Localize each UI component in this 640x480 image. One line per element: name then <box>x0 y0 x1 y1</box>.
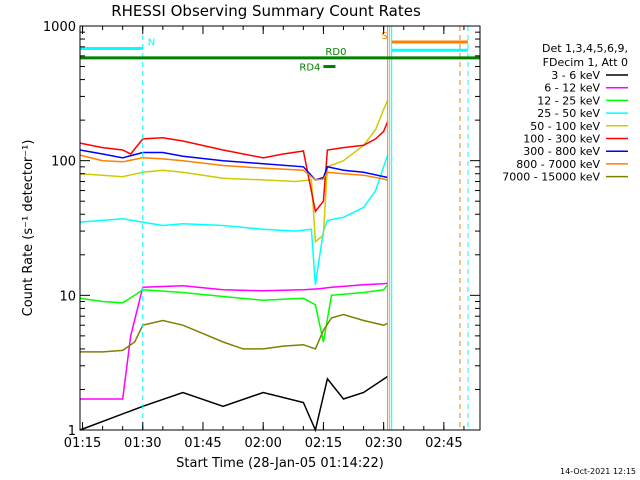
series-line-7 <box>79 149 388 181</box>
legend-label-7: 300 - 800 keV <box>523 145 600 158</box>
series-line-6 <box>79 121 389 214</box>
flag-label-1: N <box>148 38 155 49</box>
footer-date: 14-Oct-2021 12:15 <box>560 467 636 476</box>
legend-label-8: 800 - 7000 keV <box>516 158 600 171</box>
chart-title: RHESSI Observing Summary Count Rates <box>111 2 421 20</box>
y-tick-label-2: 10 <box>59 289 76 304</box>
series-line-4 <box>79 154 389 285</box>
series-line-3 <box>79 284 389 343</box>
x-axis-label: Start Time (28-Jan-05 01:14:22) <box>176 456 384 471</box>
legend-label-4: 25 - 50 keV <box>537 107 600 120</box>
legend-label-5: 50 - 100 keV <box>530 120 600 133</box>
x-tick-label-5: 02:15 <box>305 436 342 451</box>
x-tick-label-3: 01:45 <box>184 436 221 451</box>
legend-label-9: 7000 - 15000 keV <box>502 171 600 184</box>
series-line-1 <box>79 375 389 433</box>
x-tick-label-2: 01:30 <box>124 436 161 451</box>
x-tick-label-4: 02:00 <box>244 436 281 451</box>
y-axis: 1 10 100 1000 <box>43 20 480 439</box>
y-tick-label-4: 1000 <box>43 20 76 35</box>
legend-header-1: Det 1,3,4,5,6,9, <box>542 42 628 55</box>
legend-header-2: FDecim 1, Att 0 <box>543 56 628 69</box>
legend-label-3: 12 - 25 keV <box>537 94 600 107</box>
x-tick-label-7: 02:45 <box>425 436 462 451</box>
series-line-5 <box>79 100 389 244</box>
legend: Det 1,3,4,5,6,9, FDecim 1, Att 0 3 - 6 k… <box>502 42 628 184</box>
flag-label-4: RD0 <box>325 47 346 58</box>
legend-label-2: 6 - 12 keV <box>544 82 600 95</box>
observing-flags: N S RD0 RD4 <box>80 26 480 430</box>
y-axis-label: Count Rate (s⁻¹ detector⁻¹) <box>21 140 36 317</box>
legend-label-1: 3 - 6 keV <box>551 69 600 82</box>
y-tick-label-3: 100 <box>51 155 76 170</box>
y-tick-label-1: 1 <box>68 424 76 439</box>
plot-area <box>79 100 389 433</box>
flag-label-5: RD4 <box>299 63 320 74</box>
legend-label-6: 100 - 300 keV <box>523 133 600 146</box>
series-line-2 <box>80 282 388 400</box>
x-tick-label-1: 01:15 <box>64 436 101 451</box>
plot-frame <box>79 25 481 431</box>
series-line-9 <box>80 313 389 353</box>
x-axis: 01:15 01:30 01:45 02:00 02:15 02:30 02:45 <box>64 26 465 451</box>
flag-label-2: S <box>381 31 387 42</box>
series-line-8 <box>79 154 388 181</box>
x-tick-label-6: 02:30 <box>365 436 402 451</box>
